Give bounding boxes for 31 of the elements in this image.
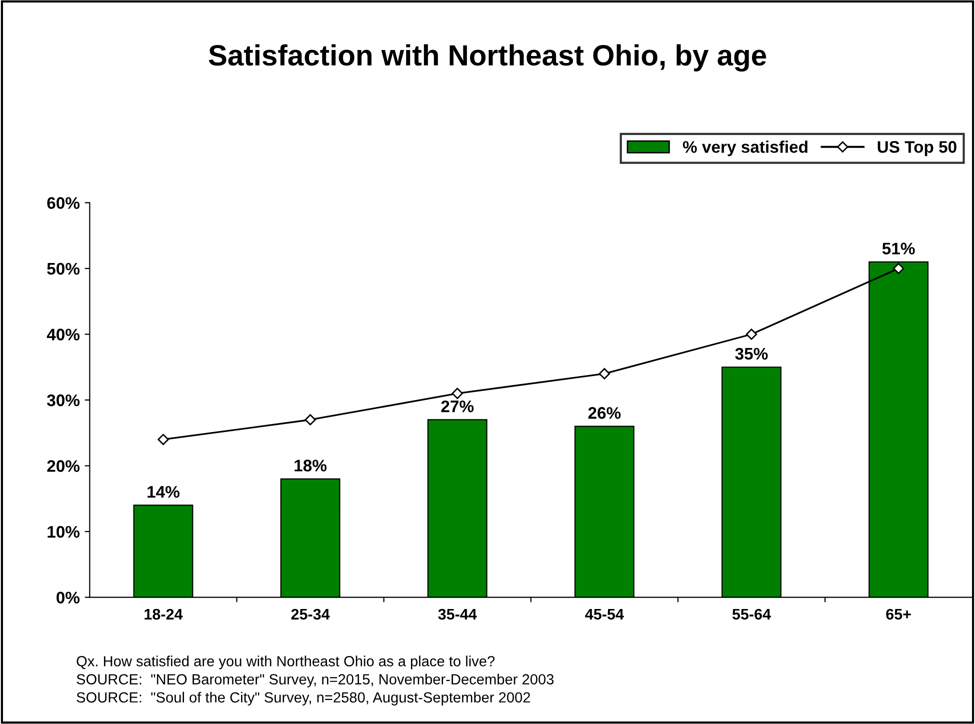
x-tick-label: 25-34 xyxy=(291,608,330,620)
x-tick-label: 18-24 xyxy=(144,608,183,620)
y-tick-label: 40% xyxy=(46,328,80,340)
y-tick-label: 10% xyxy=(48,526,80,538)
x-tick-label: 55-64 xyxy=(732,608,771,620)
data-label: 35% xyxy=(735,348,768,360)
source-note: SOURCE: "Soul of the City" Survey, n=2580, August-September 2002 xyxy=(76,692,530,706)
data-label: 26% xyxy=(588,407,621,419)
legend-label: % very satisfied xyxy=(682,140,808,156)
point xyxy=(158,434,169,446)
y-tick-label: 20% xyxy=(47,460,80,472)
data-label: 18% xyxy=(294,460,327,472)
data-label: 27% xyxy=(441,400,474,412)
data-label: 51% xyxy=(882,242,915,254)
text: Qx. How satisfied are you with Northeast Ohio as a place to live? xyxy=(76,656,495,670)
y-tick-label: 30% xyxy=(47,394,80,406)
x-tick-label: 35-44 xyxy=(438,608,477,620)
x-tick-label: 45-54 xyxy=(585,608,624,620)
legend-label: US Top 50 xyxy=(878,141,956,156)
point xyxy=(598,368,610,380)
point xyxy=(892,262,904,274)
y-tick-label: 50% xyxy=(47,262,80,275)
point xyxy=(304,414,316,426)
source-note: SOURCE: "NEO Barometer" Survey, n=2015, November-December 2003 xyxy=(76,674,554,688)
y-tick-label: 60% xyxy=(47,197,80,209)
point xyxy=(746,328,758,340)
y-tick-label: 0% xyxy=(56,592,80,604)
point xyxy=(452,388,463,400)
chart-title: Satisfaction with Northeast Ohio, by age xyxy=(208,44,766,72)
data-label: 14% xyxy=(148,486,180,498)
x-tick-label: 65+ xyxy=(886,608,911,620)
